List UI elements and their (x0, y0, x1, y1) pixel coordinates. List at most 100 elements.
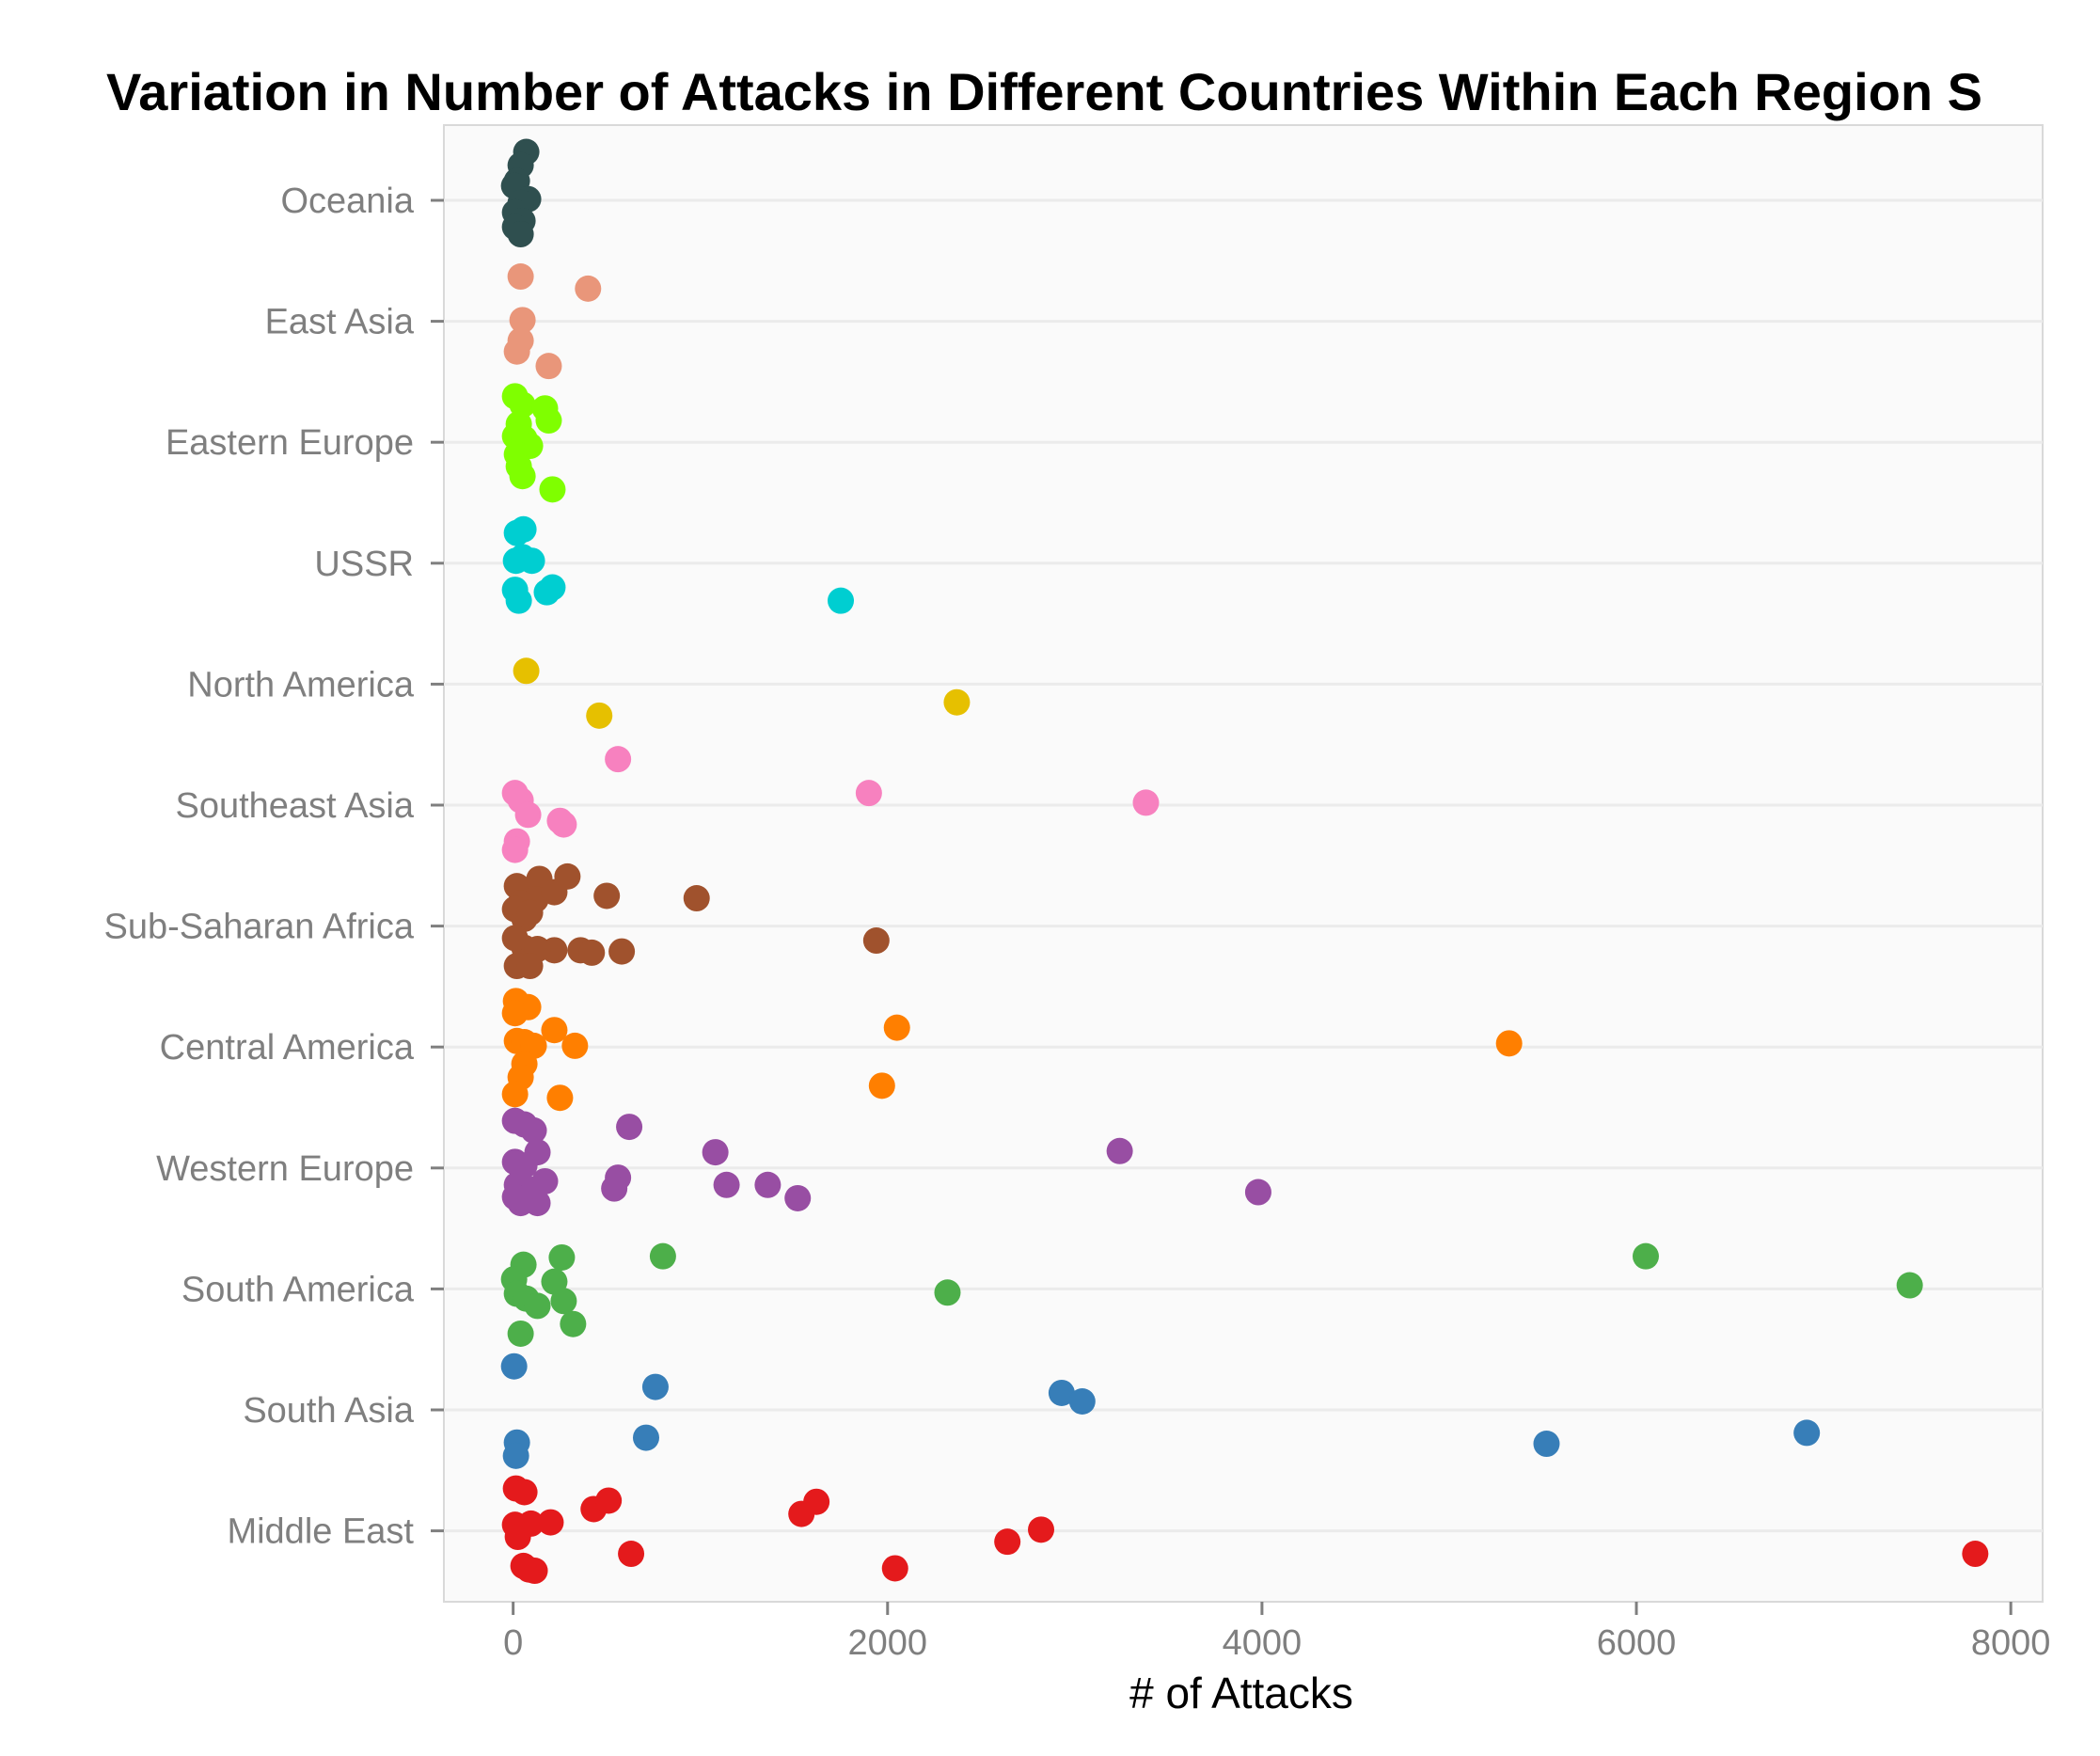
y-tick-label: South Asia (243, 1391, 415, 1431)
data-point (537, 1509, 564, 1536)
data-point (524, 1292, 551, 1320)
data-point (541, 878, 568, 906)
y-tick-label: Central America (160, 1028, 415, 1068)
data-point (533, 578, 561, 606)
y-tick-label: Oceania (280, 182, 414, 221)
data-point (593, 882, 621, 910)
data-point (1632, 1242, 1659, 1270)
y-tick-label: South America (182, 1270, 415, 1309)
x-tick-label: 8000 (1971, 1623, 2051, 1663)
data-point (511, 1479, 538, 1506)
data-point (1793, 1419, 1821, 1447)
data-point (616, 1114, 643, 1141)
x-tick-label: 2000 (848, 1623, 928, 1663)
data-points (500, 138, 1989, 1585)
data-point (649, 1242, 676, 1270)
data-point (501, 1183, 529, 1210)
y-tick-label: Sub-Saharan Africa (103, 908, 414, 947)
data-point (500, 1353, 528, 1380)
data-point (803, 1488, 830, 1515)
data-point (862, 927, 890, 955)
data-point (541, 1017, 568, 1044)
data-point (713, 1171, 740, 1198)
data-point (502, 547, 529, 575)
data-point (548, 1243, 576, 1271)
data-point (1495, 1030, 1523, 1057)
data-point (561, 1032, 589, 1059)
data-point (641, 1373, 669, 1400)
data-point (1962, 1541, 1989, 1568)
data-point (535, 353, 562, 380)
data-point (546, 807, 574, 834)
data-point (601, 1175, 628, 1202)
data-point (1048, 1379, 1075, 1406)
data-point (520, 1116, 547, 1144)
data-point (702, 1139, 729, 1166)
data-point (578, 939, 606, 966)
x-axis-ticks: 0 2000 4000 6000 8000 (503, 1602, 2050, 1663)
x-tick-label: 4000 (1223, 1623, 1303, 1663)
data-point (586, 702, 613, 729)
data-point (509, 307, 536, 334)
data-point (683, 885, 710, 912)
data-point (595, 1487, 623, 1514)
data-point (1068, 1387, 1096, 1415)
data-point (501, 1081, 529, 1108)
data-point (550, 1288, 577, 1315)
data-point (784, 1184, 812, 1211)
y-axis-labels: Middle East South Asia South America Wester… (103, 182, 444, 1552)
data-point (505, 587, 532, 614)
data-point (504, 1524, 531, 1551)
y-tick-label: Eastern Europe (166, 423, 414, 463)
plot-panel (443, 124, 2044, 1603)
data-point (632, 1424, 659, 1451)
y-tick-label: Southeast Asia (175, 786, 414, 826)
x-tick-label: 0 (503, 1623, 523, 1663)
data-point (1028, 1516, 1055, 1543)
data-point (1106, 1137, 1133, 1164)
data-point (934, 1279, 961, 1306)
data-point (502, 1442, 529, 1469)
data-point (883, 1014, 910, 1041)
data-point (575, 275, 602, 302)
data-point (516, 899, 544, 926)
data-point (1533, 1431, 1560, 1458)
data-point (516, 953, 544, 980)
data-point (521, 1558, 548, 1585)
data-point (608, 938, 636, 965)
data-point (501, 1000, 529, 1027)
data-point (868, 1072, 895, 1099)
y-tick-label: East Asia (265, 303, 415, 342)
data-point (881, 1555, 908, 1582)
data-point (501, 925, 529, 952)
data-point (754, 1171, 782, 1198)
y-tick-label: Middle East (227, 1512, 414, 1552)
data-point (510, 515, 537, 543)
y-tick-label: North America (187, 665, 415, 704)
gridlines (444, 198, 2043, 1533)
data-point (828, 587, 855, 614)
data-point (1132, 789, 1160, 816)
data-point (503, 338, 530, 365)
data-point (994, 1528, 1021, 1556)
data-point (501, 836, 529, 863)
data-point (605, 746, 632, 773)
data-point (513, 657, 540, 685)
data-point (535, 407, 562, 435)
data-point (507, 221, 534, 248)
chart-title: Variation in Number of Attacks in Differ… (106, 62, 1982, 121)
data-point (618, 1541, 645, 1568)
data-point (509, 463, 536, 490)
x-axis-title: # of Attacks (1129, 1669, 1353, 1717)
data-point (539, 476, 566, 503)
data-point (1896, 1272, 1923, 1299)
data-point (507, 1320, 534, 1347)
data-point (560, 1310, 587, 1337)
data-point (943, 688, 971, 716)
x-tick-label: 6000 (1597, 1623, 1677, 1663)
data-point (855, 780, 882, 807)
data-point (507, 263, 534, 291)
data-point (546, 1084, 574, 1112)
y-tick-label: Western Europe (156, 1149, 414, 1189)
